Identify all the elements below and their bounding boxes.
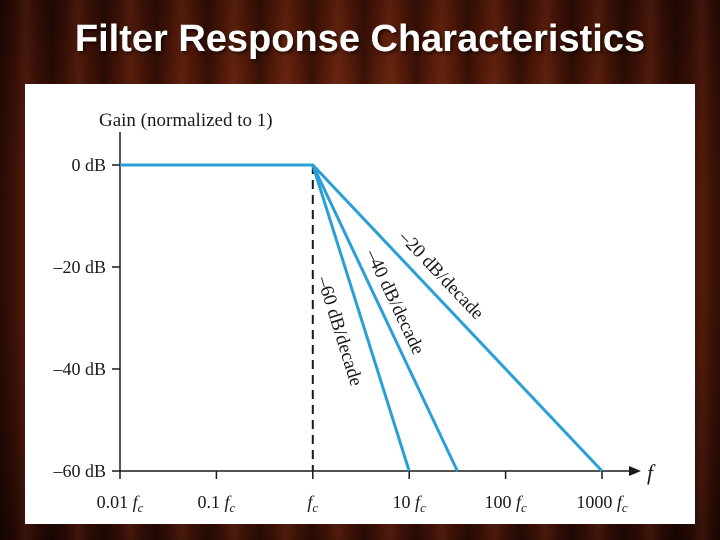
chart-panel: Gain (normalized to 1) f 0 dB –20 dB –40 d…: [25, 84, 695, 524]
y-tick-label: –60 dB: [52, 461, 106, 481]
series-line-2: [311, 164, 459, 472]
x-tick-label: 10 fc: [393, 492, 427, 515]
x-axis-arrow-icon: [629, 466, 641, 476]
x-tick-label: 0.01 fc: [97, 492, 144, 515]
y-axis-label: Gain (normalized to 1): [99, 110, 273, 131]
slope-label-3: –60 dB/decade: [312, 273, 366, 388]
x-tick-label: 100 fc: [484, 492, 527, 515]
x-tick-label: fc: [307, 492, 318, 515]
y-tick-label: 0 dB: [71, 155, 106, 175]
x-axis-label: f: [647, 460, 656, 485]
y-tick-label: –20 dB: [52, 257, 106, 277]
series-line-3: [311, 164, 411, 472]
y-tick-label: –40 dB: [52, 359, 106, 379]
x-tick-label: 0.1 fc: [198, 492, 236, 515]
x-tick-label: 1000 fc: [576, 492, 628, 515]
filter-response-chart: Gain (normalized to 1) f 0 dB –20 dB –40 d…: [52, 110, 656, 515]
slide-title: Filter Response Characteristics: [74, 18, 646, 60]
